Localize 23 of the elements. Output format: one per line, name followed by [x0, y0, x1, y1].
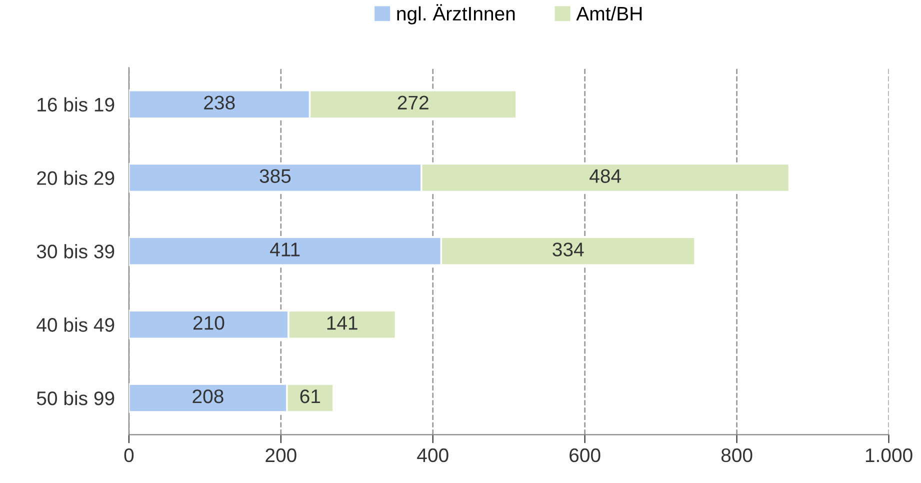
- x-tick-label: 400: [417, 448, 448, 462]
- data-label: 411: [270, 242, 300, 256]
- x-tick-label: 1.000: [866, 448, 912, 462]
- y-tick-label: 16 bis 19: [38, 97, 114, 112]
- y-tick-label: 30 bis 39: [36, 244, 114, 258]
- x-tick-label: 0: [124, 448, 134, 462]
- x-tick-label: 800: [721, 448, 752, 462]
- legend-label: ngl. ÄrztInnen: [397, 4, 515, 24]
- x-tick-label: 600: [570, 448, 600, 462]
- y-tick-label: 20 bis 29: [37, 170, 114, 185]
- legend-label: Amt/BH: [576, 6, 642, 21]
- y-tick-label: 50 bis 99: [36, 390, 114, 406]
- data-label: 334: [552, 242, 584, 256]
- data-label: 210: [193, 316, 224, 330]
- data-label: 238: [204, 96, 235, 110]
- data-label: 141: [327, 316, 358, 330]
- y-tick-label: 40 bis 49: [36, 318, 114, 332]
- data-label: 208: [192, 389, 224, 404]
- data-label: 385: [260, 169, 291, 183]
- data-label: 272: [398, 96, 428, 110]
- x-tick-label: 200: [266, 448, 296, 462]
- data-label: 61: [300, 389, 320, 404]
- data-label: 484: [590, 169, 622, 183]
